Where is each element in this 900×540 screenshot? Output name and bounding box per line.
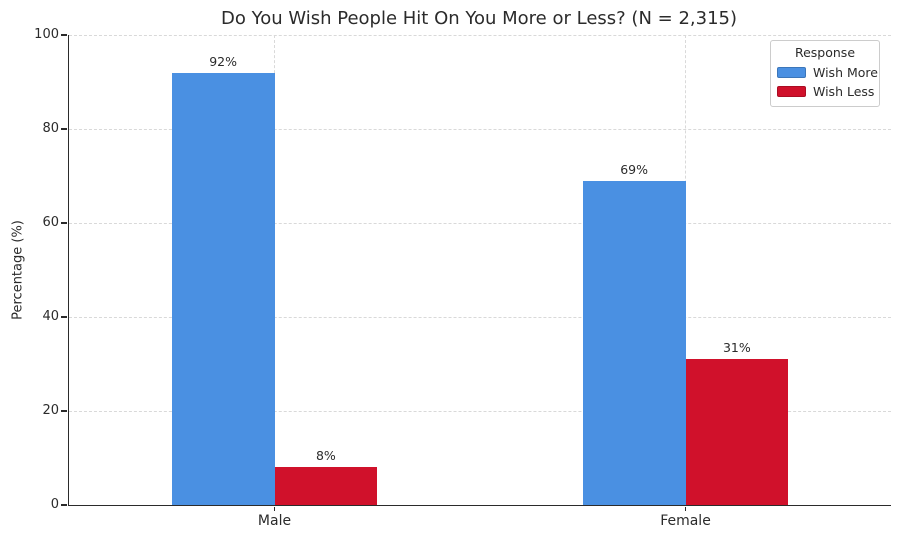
- y-tick-100: [61, 34, 67, 36]
- y-gridline-80: [69, 128, 891, 130]
- y-tick-0: [61, 504, 67, 506]
- legend-label-wish-less: Wish Less: [813, 84, 875, 99]
- bar-wish-less-female: [685, 359, 789, 505]
- legend: Response Wish More Wish Less: [770, 40, 880, 107]
- y-axis-label: Percentage (%): [10, 220, 26, 320]
- y-tick-80: [61, 128, 67, 130]
- y-gridline-100: [69, 34, 891, 36]
- x-tick-female: [684, 506, 687, 511]
- value-label-wish-less-male: 8%: [315, 448, 336, 464]
- y-tick-label-100: 100: [34, 27, 59, 42]
- value-label-wish-more-female: 69%: [620, 161, 649, 177]
- x-gridline-male: [274, 35, 275, 505]
- y-tick-20: [61, 410, 67, 412]
- y-tick-label-20: 20: [42, 403, 59, 418]
- y-tick-label-0: 0: [50, 497, 59, 512]
- legend-item-wish-more: Wish More: [771, 63, 879, 82]
- plot-area: 0 20 40 60 80 100 Male Female 92% 69% 8% 31%: [34, 27, 891, 529]
- bar-wish-more-male: [171, 72, 275, 505]
- y-tick-label-60: 60: [42, 215, 59, 230]
- y-gridline-20: [69, 410, 891, 412]
- y-tick-label-80: 80: [42, 121, 59, 136]
- legend-label-wish-more: Wish More: [813, 65, 878, 80]
- legend-title: Response: [794, 45, 856, 60]
- value-label-wish-less-female: 31%: [722, 340, 751, 356]
- bar-wish-more-female: [582, 180, 686, 505]
- y-tick-label-40: 40: [42, 309, 59, 324]
- legend-item-wish-less: Wish Less: [771, 82, 879, 101]
- y-tick-60: [61, 222, 67, 224]
- legend-swatch-wish-more-icon: [777, 67, 806, 78]
- legend-swatch-wish-less-icon: [777, 86, 806, 97]
- y-gridline-60: [69, 222, 891, 224]
- y-tick-40: [61, 316, 67, 318]
- y-gridline-40: [69, 316, 891, 318]
- chart-title: Do You Wish People Hit On You More or Le…: [221, 8, 737, 29]
- value-label-wish-more-male: 92%: [209, 53, 238, 69]
- x-tick-male: [273, 506, 276, 511]
- x-tick-label-male: Male: [257, 513, 292, 529]
- x-tick-label-female: Female: [660, 513, 711, 529]
- x-gridline-female: [685, 35, 686, 505]
- bar-wish-less-male: [274, 467, 378, 505]
